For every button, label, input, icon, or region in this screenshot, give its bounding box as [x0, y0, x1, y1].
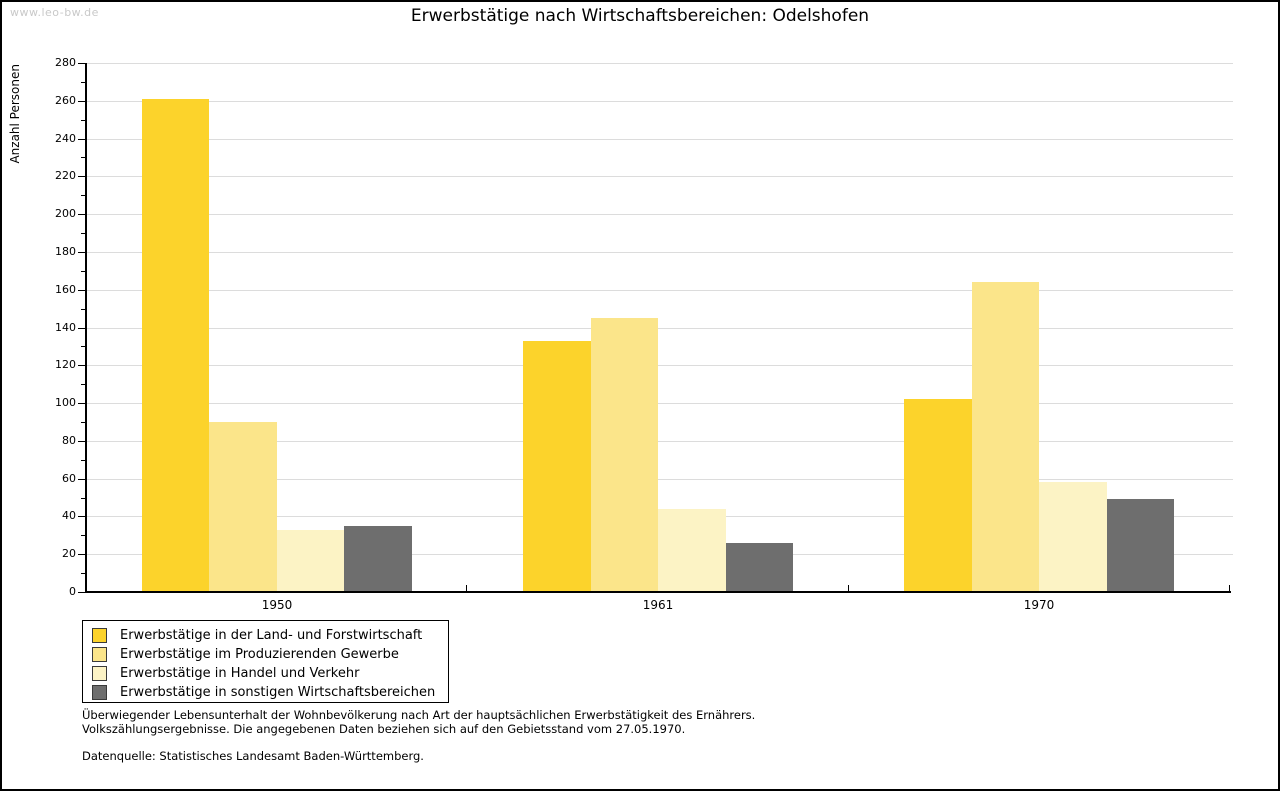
- bar-1961-series1: [523, 341, 591, 592]
- gridline-80: [86, 441, 1233, 442]
- x-category-label-1961: 1961: [642, 598, 674, 612]
- gridline-280: [86, 63, 1233, 64]
- y-tick-label-120: 120: [55, 358, 76, 371]
- legend-label: Erwerbstätige in der Land- und Forstwirt…: [120, 628, 423, 643]
- data-source: Datenquelle: Statistisches Landesamt Bad…: [82, 749, 424, 763]
- legend-label: Erwerbstätige in Handel und Verkehr: [120, 666, 360, 681]
- y-tick-label-140: 140: [55, 321, 76, 334]
- gridline-260: [86, 101, 1233, 102]
- y-major-tick-260: [78, 101, 85, 102]
- bar-1961-series3: [658, 509, 726, 592]
- y-minor-tick-50: [81, 498, 85, 499]
- y-tick-label-220: 220: [55, 169, 76, 182]
- x-category-label-1950: 1950: [261, 598, 293, 612]
- bar-1950-series1: [142, 99, 209, 592]
- y-minor-tick-70: [81, 460, 85, 461]
- bar-1970-series1: [904, 399, 972, 592]
- bar-1961-series2: [591, 318, 658, 592]
- y-major-tick-20: [78, 554, 85, 555]
- footnote-line: Überwiegender Lebensunterhalt der Wohnbe…: [82, 708, 756, 722]
- y-tick-label-260: 260: [55, 94, 76, 107]
- y-major-tick-140: [78, 328, 85, 329]
- x-boundary-tick-1: [466, 585, 467, 592]
- y-tick-label-200: 200: [55, 207, 76, 220]
- y-minor-tick-230: [81, 157, 85, 158]
- footnotes: Überwiegender Lebensunterhalt der Wohnbe…: [82, 708, 756, 764]
- y-minor-tick-150: [81, 309, 85, 310]
- site-watermark: www.leo-bw.de: [10, 6, 99, 19]
- y-major-tick-200: [78, 214, 85, 215]
- gridline-60: [86, 479, 1233, 480]
- gridline-220: [86, 176, 1233, 177]
- legend-swatch-icon: [92, 647, 107, 662]
- gridline-100: [86, 403, 1233, 404]
- y-major-tick-100: [78, 403, 85, 404]
- y-minor-tick-210: [81, 195, 85, 196]
- y-major-tick-0: [78, 592, 85, 593]
- y-tick-label-180: 180: [55, 245, 76, 258]
- y-major-tick-220: [78, 176, 85, 177]
- legend-label: Erwerbstätige in sonstigen Wirtschaftsbe…: [120, 685, 436, 700]
- y-minor-tick-270: [81, 82, 85, 83]
- y-tick-label-280: 280: [55, 56, 76, 69]
- legend-item-1: Erwerbstätige in der Land- und Forstwirt…: [92, 626, 448, 645]
- legend-box: Erwerbstätige in der Land- und Forstwirt…: [82, 620, 449, 703]
- y-major-tick-40: [78, 516, 85, 517]
- legend-swatch-icon: [92, 666, 107, 681]
- y-tick-label-160: 160: [55, 283, 76, 296]
- y-minor-tick-170: [81, 271, 85, 272]
- gridline-160: [86, 290, 1233, 291]
- y-minor-tick-190: [81, 233, 85, 234]
- y-minor-tick-30: [81, 535, 85, 536]
- y-major-tick-180: [78, 252, 85, 253]
- y-major-tick-120: [78, 365, 85, 366]
- legend-item-2: Erwerbstätige im Produzierenden Gewerbe: [92, 645, 448, 664]
- y-minor-tick-130: [81, 346, 85, 347]
- legend-swatch-icon: [92, 628, 107, 643]
- y-axis-line: [85, 63, 87, 593]
- y-tick-label-40: 40: [62, 509, 76, 522]
- y-tick-label-0: 0: [69, 585, 76, 598]
- y-tick-label-80: 80: [62, 434, 76, 447]
- y-tick-label-20: 20: [62, 547, 76, 560]
- y-tick-label-60: 60: [62, 472, 76, 485]
- legend-item-4: Erwerbstätige in sonstigen Wirtschaftsbe…: [92, 683, 448, 702]
- bar-1970-series3: [1039, 482, 1107, 592]
- y-major-tick-280: [78, 63, 85, 64]
- gridline-180: [86, 252, 1233, 253]
- bar-1950-series3: [277, 530, 344, 592]
- chart-title: Erwerbstätige nach Wirtschaftsbereichen:…: [410, 6, 870, 26]
- x-boundary-tick-3: [1229, 585, 1230, 592]
- y-major-tick-80: [78, 441, 85, 442]
- x-boundary-tick-2: [848, 585, 849, 592]
- x-axis-line: [85, 591, 1231, 593]
- legend-swatch-icon: [92, 685, 107, 700]
- footnote-line: Volkszählungsergebnisse. Die angegebenen…: [82, 721, 686, 736]
- y-major-tick-60: [78, 479, 85, 480]
- x-category-label-1970: 1970: [1023, 598, 1055, 612]
- y-major-tick-160: [78, 290, 85, 291]
- gridline-200: [86, 214, 1233, 215]
- y-minor-tick-90: [81, 422, 85, 423]
- y-major-tick-240: [78, 139, 85, 140]
- bar-1950-series2: [209, 422, 277, 592]
- bar-1970-series4: [1107, 499, 1174, 592]
- bar-1961-series4: [726, 543, 793, 592]
- y-tick-label-100: 100: [55, 396, 76, 409]
- legend-item-3: Erwerbstätige in Handel und Verkehr: [92, 664, 448, 683]
- y-minor-tick-10: [81, 573, 85, 574]
- bar-1950-series4: [344, 526, 412, 592]
- y-tick-label-240: 240: [55, 132, 76, 145]
- bar-1970-series2: [972, 282, 1039, 592]
- gridline-140: [86, 328, 1233, 329]
- gridline-240: [86, 139, 1233, 140]
- y-minor-tick-250: [81, 120, 85, 121]
- y-minor-tick-110: [81, 384, 85, 385]
- legend-label: Erwerbstätige im Produzierenden Gewerbe: [120, 647, 399, 662]
- gridline-120: [86, 365, 1233, 366]
